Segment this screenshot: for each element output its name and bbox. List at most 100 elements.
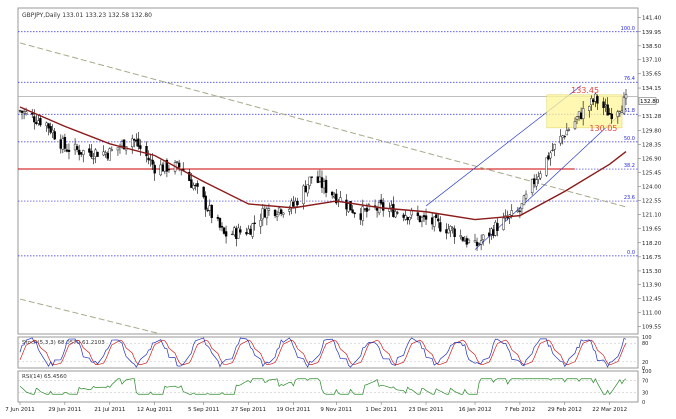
candle-body: [59, 139, 62, 149]
price-tick-label: 126.90: [642, 156, 662, 162]
candle-body: [131, 138, 134, 148]
time-tick-label: 22 Mar 2012: [592, 407, 627, 413]
candle-body: [430, 217, 434, 225]
candle-body: [530, 178, 534, 194]
candle-body: [292, 201, 295, 207]
fib-label: 50.0: [624, 136, 635, 142]
candle-body: [149, 159, 152, 161]
candle-body: [96, 151, 99, 157]
candle-body: [433, 216, 436, 227]
main-panel: [17, 7, 639, 335]
stoch-tick-label: 20: [642, 360, 648, 366]
candle-body: [104, 152, 107, 155]
price-tick-label: 124.00: [642, 185, 662, 191]
candle-body: [496, 223, 499, 231]
candle-body: [39, 118, 42, 126]
price-tick-label: 135.65: [642, 71, 662, 77]
candle-body: [420, 217, 424, 222]
candle-body: [616, 111, 620, 117]
candle-body: [579, 112, 583, 119]
price-tick-label: 139.95: [642, 30, 662, 36]
candle-body: [277, 207, 281, 213]
candle-body: [451, 227, 454, 229]
candle-body: [308, 176, 311, 186]
moving-average-path: [19, 106, 627, 221]
stoch-tick-label: 0: [642, 366, 645, 372]
candle-body: [273, 209, 277, 216]
candle-body: [494, 222, 497, 236]
time-axis: 7 Jun 2011 29 Jun 2011 21 Jul 2011 12 Aug 2…: [5, 402, 627, 413]
candle-body: [524, 193, 528, 199]
stoch-tick-label: 100: [642, 335, 652, 341]
candle-body: [145, 146, 148, 157]
price-tick-label: 141.40: [642, 16, 662, 22]
stoch-panel: [17, 336, 639, 369]
candle-body: [318, 176, 322, 182]
stoch-tick-label: 80: [642, 341, 648, 347]
candle-body: [606, 104, 609, 116]
candle-body: [304, 185, 307, 193]
price-tick-label: 125.45: [642, 170, 662, 176]
candle-body: [608, 113, 611, 115]
candle-body: [210, 204, 213, 218]
candle-body: [439, 222, 442, 232]
candle-body: [208, 205, 211, 211]
candle-body: [453, 228, 456, 238]
candle-body: [151, 159, 154, 165]
rsi-title: RSI(14) 65.4560: [22, 374, 67, 380]
candle-body: [24, 111, 28, 114]
candle-body: [163, 160, 167, 172]
candle-body: [49, 126, 52, 133]
price-tick-label: 129.80: [642, 128, 662, 134]
candle-body: [294, 200, 297, 207]
candle-body: [63, 136, 67, 149]
candle-body: [365, 207, 369, 212]
candle-body: [537, 176, 540, 180]
candle-body: [161, 164, 165, 172]
candle-body: [353, 212, 356, 215]
fib-label: 61.8: [624, 108, 635, 114]
candle-body: [333, 196, 336, 198]
candle-body: [424, 215, 428, 220]
rsi-tick-label: 0: [642, 400, 645, 406]
candle-body: [382, 202, 385, 211]
candle-body: [90, 150, 93, 158]
time-tick-label: 9 Nov 2011: [320, 407, 352, 413]
candle-body: [239, 229, 242, 233]
candle-body: [202, 186, 205, 198]
candle-body: [418, 215, 422, 222]
price-tick-label: 113.90: [642, 283, 662, 289]
trendlines: [18, 42, 638, 335]
candle-body: [102, 151, 105, 156]
candle-body: [75, 146, 79, 150]
candle-body: [196, 183, 199, 187]
candle-body: [106, 152, 109, 159]
candle-body: [573, 121, 577, 129]
candle-body: [65, 149, 69, 152]
candle-body: [335, 193, 338, 204]
candle-body: [263, 209, 267, 218]
candle-body: [549, 152, 552, 159]
candle-body: [247, 228, 250, 234]
candle-body: [594, 93, 597, 102]
candle-body: [435, 214, 438, 218]
candle-body: [188, 171, 191, 181]
candle-body: [422, 215, 426, 218]
candle-body: [477, 243, 481, 245]
price-tick-label: 121.10: [642, 213, 662, 219]
candle-body: [216, 216, 220, 219]
price-tick-label: 122.55: [642, 199, 662, 205]
candle-body: [402, 214, 405, 218]
candle-body: [492, 229, 495, 236]
candle-body: [204, 195, 207, 210]
candle-body: [153, 164, 156, 174]
stochastic-lines: [18, 337, 638, 368]
candle-body: [445, 229, 448, 234]
main-chart-title: GBPJPY,Daily 133.01 133.23 132.58 132.80: [22, 12, 152, 19]
candle-body: [20, 110, 24, 113]
candle-body: [267, 208, 271, 211]
candle-body: [581, 108, 585, 119]
candle-body: [282, 212, 285, 215]
candle-body: [539, 173, 542, 179]
